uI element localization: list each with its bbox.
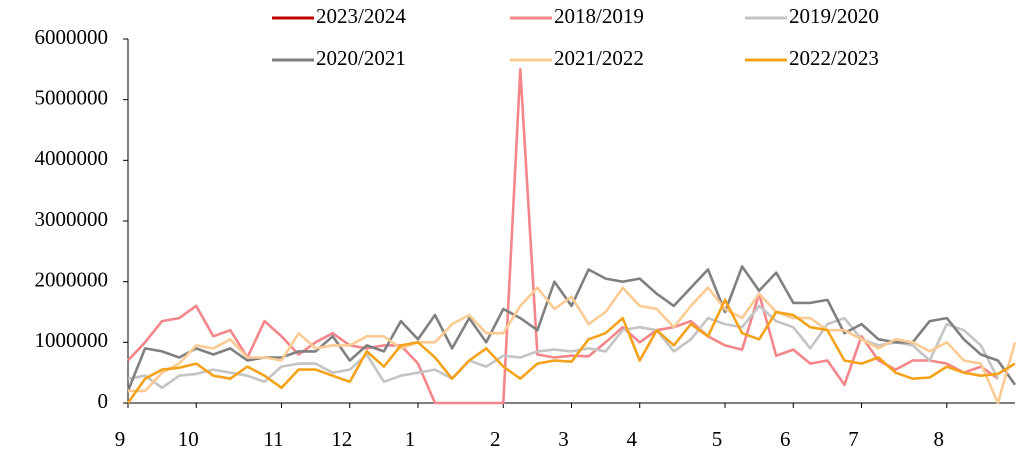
x-tick-label: 2: [490, 427, 501, 451]
legend-label: 2022/2023: [789, 46, 879, 70]
legend-label: 2023/2024: [316, 4, 406, 28]
legend-label: 2021/2022: [554, 46, 644, 70]
legend-label: 2020/2021: [316, 46, 406, 70]
x-tick-label: 8: [934, 427, 945, 451]
x-tick-label: 10: [178, 427, 199, 451]
y-tick-label: 6000000: [35, 25, 109, 49]
y-tick-label: 1000000: [35, 328, 109, 352]
x-tick-label: 3: [558, 427, 569, 451]
series-line: [128, 286, 1016, 405]
y-tick-label: 2000000: [35, 267, 109, 291]
y-tick-label: 0: [98, 389, 109, 413]
series-line: [127, 68, 999, 405]
legend-label: 2018/2019: [554, 4, 644, 28]
x-tick-label: 7: [848, 427, 859, 451]
x-tick-label: 12: [331, 427, 352, 451]
x-tick-label: 11: [263, 427, 283, 451]
y-tick-label: 4000000: [35, 146, 109, 170]
series-line: [126, 298, 1016, 404]
legend-label: 2019/2020: [789, 4, 879, 28]
y-tick-label: 3000000: [35, 207, 109, 231]
x-tick-label: 6: [780, 427, 791, 451]
x-tick-label: 1: [405, 427, 416, 451]
y-tick-label: 5000000: [35, 85, 109, 109]
x-tick-label: 9: [115, 427, 126, 451]
x-tick-label: 4: [626, 427, 637, 451]
series-line: [126, 265, 1016, 392]
x-tick-label: 5: [712, 427, 723, 451]
